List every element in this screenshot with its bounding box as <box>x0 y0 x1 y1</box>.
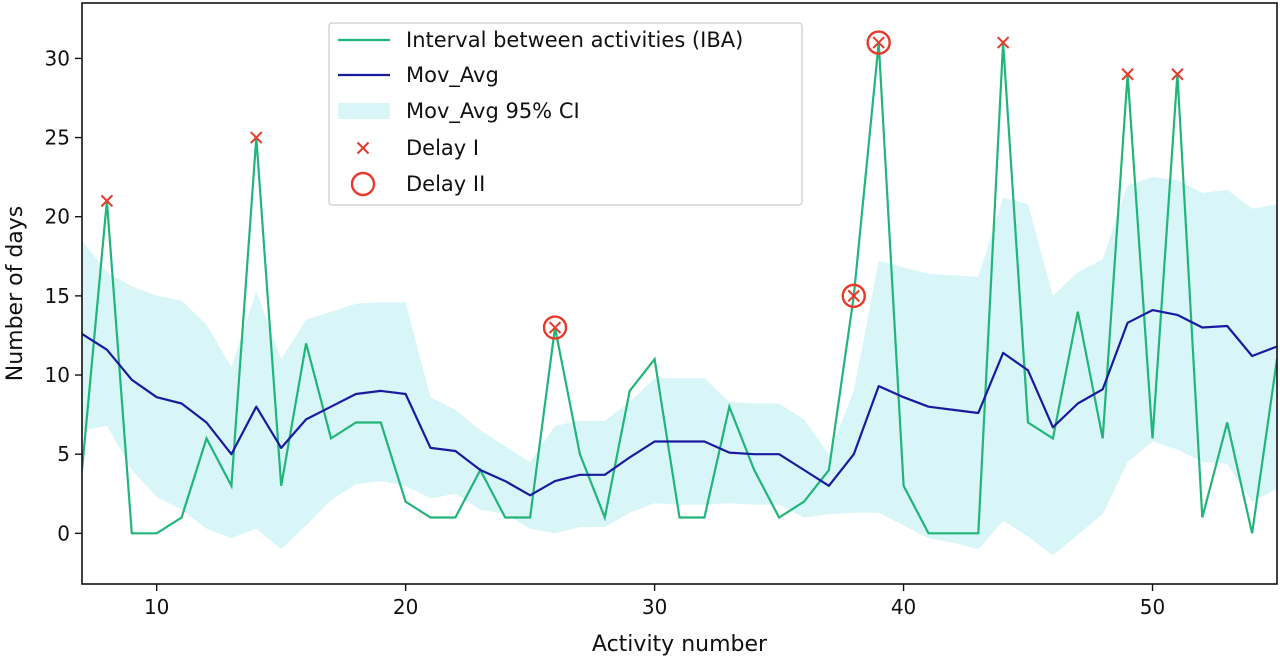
delay-i-marker <box>872 36 885 49</box>
delay-i-stroke <box>1121 68 1134 81</box>
legend-item: Delay II <box>350 171 485 197</box>
plot-frame <box>81 2 1278 585</box>
delay-i-marker <box>847 289 860 303</box>
x-tick-label: 20 <box>393 595 418 619</box>
delay-i-stroke <box>1171 68 1184 81</box>
delay-i-marker <box>1171 68 1184 81</box>
y-tick-label: 5 <box>57 442 70 466</box>
legend-item: Delay I <box>356 136 479 160</box>
plot-area <box>82 30 1277 556</box>
legend-item: Interval between activities (IBA) <box>338 28 743 52</box>
ci-band <box>82 177 1277 556</box>
mov-avg-line <box>82 309 1277 497</box>
y-tick-label: 0 <box>57 521 70 545</box>
delay-ii-marker <box>866 30 891 55</box>
x-tick-label: 40 <box>891 595 916 619</box>
legend-item: Mov_Avg 95% CI <box>338 99 580 124</box>
legend-swatch <box>350 171 376 197</box>
delay-i-stroke <box>548 321 562 334</box>
delay-i-stroke <box>872 36 885 49</box>
y-tick-label: 20 <box>45 205 70 229</box>
delay-i-stroke <box>847 289 860 303</box>
legend-box <box>328 22 803 206</box>
y-tick-label: 25 <box>45 126 70 150</box>
legend-item: Mov_Avg <box>338 63 499 88</box>
x-tick-label: 30 <box>642 595 667 619</box>
delay-i-marker <box>996 36 1010 49</box>
y-axis-label: Number of days <box>3 206 28 382</box>
delay-ii-marker <box>841 283 866 309</box>
plot-series <box>82 42 1277 556</box>
y-tick-label: 10 <box>45 363 70 387</box>
delay-i-marker <box>100 194 114 208</box>
legend-label: Delay II <box>406 172 485 196</box>
legend-label: Delay I <box>406 136 479 160</box>
legend: Interval between activities (IBA) Mov_Avg… <box>328 22 803 206</box>
delay-i-marker <box>548 321 562 334</box>
legend-swatch <box>356 141 370 155</box>
axis-ticks: 10 20 30 40 50 0 5 10 15 20 25 30 <box>45 46 1166 619</box>
legend-label: Interval between activities (IBA) <box>406 28 743 52</box>
x-axis-label: Activity number <box>592 632 768 657</box>
y-tick-label: 15 <box>45 284 70 308</box>
x-tick-label: 50 <box>1140 595 1165 619</box>
delay-i-stroke <box>996 36 1010 49</box>
x-tick-label: 10 <box>144 595 169 619</box>
delay-i-marker <box>1121 68 1134 81</box>
iba-line <box>82 42 1277 535</box>
legend-swatch <box>338 103 390 119</box>
y-tick-label: 30 <box>45 46 70 70</box>
legend-label: Mov_Avg <box>406 63 499 88</box>
delay-i-marker <box>250 131 263 144</box>
delay-i-stroke <box>250 131 263 144</box>
legend-label: Mov_Avg 95% CI <box>406 99 580 124</box>
delay-ii-marker <box>542 315 568 340</box>
delay-i-stroke <box>100 194 114 208</box>
